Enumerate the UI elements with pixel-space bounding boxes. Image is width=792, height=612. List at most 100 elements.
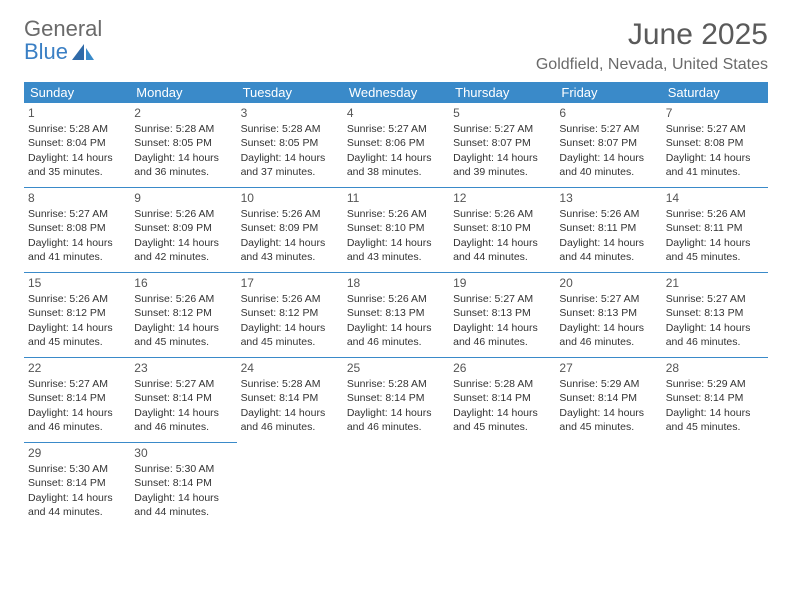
calendar-cell: 6Sunrise: 5:27 AMSunset: 8:07 PMDaylight… bbox=[555, 103, 661, 188]
day-header: Monday bbox=[130, 82, 236, 103]
logo: General Blue bbox=[24, 18, 102, 64]
sunset-text: Sunset: 8:09 PM bbox=[134, 221, 232, 235]
calendar-cell: 14Sunrise: 5:26 AMSunset: 8:11 PMDayligh… bbox=[662, 188, 768, 273]
calendar-cell: 7Sunrise: 5:27 AMSunset: 8:08 PMDaylight… bbox=[662, 103, 768, 188]
calendar-cell: 20Sunrise: 5:27 AMSunset: 8:13 PMDayligh… bbox=[555, 273, 661, 358]
day-number: 13 bbox=[559, 190, 657, 207]
day1-text: Daylight: 14 hours bbox=[559, 321, 657, 335]
day2-text: and 46 minutes. bbox=[666, 335, 764, 349]
sunrise-text: Sunrise: 5:26 AM bbox=[559, 207, 657, 221]
calendar-cell bbox=[662, 443, 768, 528]
sunset-text: Sunset: 8:12 PM bbox=[134, 306, 232, 320]
day2-text: and 45 minutes. bbox=[666, 420, 764, 434]
day1-text: Daylight: 14 hours bbox=[241, 321, 339, 335]
sunset-text: Sunset: 8:10 PM bbox=[453, 221, 551, 235]
day1-text: Daylight: 14 hours bbox=[134, 406, 232, 420]
calendar-body: 1Sunrise: 5:28 AMSunset: 8:04 PMDaylight… bbox=[24, 103, 768, 527]
day2-text: and 37 minutes. bbox=[241, 165, 339, 179]
sunset-text: Sunset: 8:14 PM bbox=[28, 476, 126, 490]
sunrise-text: Sunrise: 5:27 AM bbox=[347, 122, 445, 136]
day2-text: and 46 minutes. bbox=[134, 420, 232, 434]
calendar-cell: 15Sunrise: 5:26 AMSunset: 8:12 PMDayligh… bbox=[24, 273, 130, 358]
calendar-cell bbox=[343, 443, 449, 528]
day1-text: Daylight: 14 hours bbox=[453, 236, 551, 250]
sunrise-text: Sunrise: 5:28 AM bbox=[28, 122, 126, 136]
day-number: 21 bbox=[666, 275, 764, 292]
day-header: Sunday bbox=[24, 82, 130, 103]
calendar-cell: 12Sunrise: 5:26 AMSunset: 8:10 PMDayligh… bbox=[449, 188, 555, 273]
sunset-text: Sunset: 8:11 PM bbox=[559, 221, 657, 235]
day-header: Thursday bbox=[449, 82, 555, 103]
day1-text: Daylight: 14 hours bbox=[559, 236, 657, 250]
day-number: 23 bbox=[134, 360, 232, 377]
day-header-row: Sunday Monday Tuesday Wednesday Thursday… bbox=[24, 82, 768, 103]
calendar-cell: 2Sunrise: 5:28 AMSunset: 8:05 PMDaylight… bbox=[130, 103, 236, 188]
day1-text: Daylight: 14 hours bbox=[241, 236, 339, 250]
sunset-text: Sunset: 8:12 PM bbox=[28, 306, 126, 320]
calendar-cell bbox=[555, 443, 661, 528]
sunrise-text: Sunrise: 5:27 AM bbox=[28, 207, 126, 221]
sunrise-text: Sunrise: 5:28 AM bbox=[347, 377, 445, 391]
day2-text: and 45 minutes. bbox=[28, 335, 126, 349]
day1-text: Daylight: 14 hours bbox=[559, 406, 657, 420]
day2-text: and 41 minutes. bbox=[666, 165, 764, 179]
sunrise-text: Sunrise: 5:27 AM bbox=[453, 122, 551, 136]
calendar-table: Sunday Monday Tuesday Wednesday Thursday… bbox=[24, 82, 768, 527]
sunset-text: Sunset: 8:05 PM bbox=[134, 136, 232, 150]
day2-text: and 46 minutes. bbox=[28, 420, 126, 434]
day-number: 14 bbox=[666, 190, 764, 207]
day1-text: Daylight: 14 hours bbox=[134, 151, 232, 165]
calendar-cell: 24Sunrise: 5:28 AMSunset: 8:14 PMDayligh… bbox=[237, 358, 343, 443]
day2-text: and 40 minutes. bbox=[559, 165, 657, 179]
calendar-cell: 21Sunrise: 5:27 AMSunset: 8:13 PMDayligh… bbox=[662, 273, 768, 358]
day2-text: and 46 minutes. bbox=[453, 335, 551, 349]
day2-text: and 35 minutes. bbox=[28, 165, 126, 179]
day1-text: Daylight: 14 hours bbox=[347, 151, 445, 165]
sunset-text: Sunset: 8:14 PM bbox=[453, 391, 551, 405]
sunrise-text: Sunrise: 5:28 AM bbox=[241, 377, 339, 391]
sunset-text: Sunset: 8:13 PM bbox=[666, 306, 764, 320]
sunrise-text: Sunrise: 5:26 AM bbox=[666, 207, 764, 221]
sunset-text: Sunset: 8:13 PM bbox=[559, 306, 657, 320]
calendar-cell: 8Sunrise: 5:27 AMSunset: 8:08 PMDaylight… bbox=[24, 188, 130, 273]
day1-text: Daylight: 14 hours bbox=[666, 321, 764, 335]
day-number: 10 bbox=[241, 190, 339, 207]
day2-text: and 46 minutes. bbox=[347, 420, 445, 434]
day1-text: Daylight: 14 hours bbox=[134, 236, 232, 250]
day2-text: and 44 minutes. bbox=[28, 505, 126, 519]
day1-text: Daylight: 14 hours bbox=[666, 151, 764, 165]
sunset-text: Sunset: 8:08 PM bbox=[666, 136, 764, 150]
calendar-row: 8Sunrise: 5:27 AMSunset: 8:08 PMDaylight… bbox=[24, 188, 768, 273]
day1-text: Daylight: 14 hours bbox=[347, 321, 445, 335]
sunset-text: Sunset: 8:07 PM bbox=[559, 136, 657, 150]
sunset-text: Sunset: 8:14 PM bbox=[28, 391, 126, 405]
calendar-cell: 28Sunrise: 5:29 AMSunset: 8:14 PMDayligh… bbox=[662, 358, 768, 443]
calendar-cell: 10Sunrise: 5:26 AMSunset: 8:09 PMDayligh… bbox=[237, 188, 343, 273]
day2-text: and 45 minutes. bbox=[666, 250, 764, 264]
sunrise-text: Sunrise: 5:26 AM bbox=[134, 207, 232, 221]
sunset-text: Sunset: 8:11 PM bbox=[666, 221, 764, 235]
day2-text: and 42 minutes. bbox=[134, 250, 232, 264]
day-number: 7 bbox=[666, 105, 764, 122]
sunset-text: Sunset: 8:14 PM bbox=[134, 391, 232, 405]
calendar-cell: 3Sunrise: 5:28 AMSunset: 8:05 PMDaylight… bbox=[237, 103, 343, 188]
calendar-cell: 19Sunrise: 5:27 AMSunset: 8:13 PMDayligh… bbox=[449, 273, 555, 358]
day-number: 9 bbox=[134, 190, 232, 207]
day2-text: and 36 minutes. bbox=[134, 165, 232, 179]
calendar-cell bbox=[237, 443, 343, 528]
calendar-cell: 16Sunrise: 5:26 AMSunset: 8:12 PMDayligh… bbox=[130, 273, 236, 358]
day1-text: Daylight: 14 hours bbox=[28, 236, 126, 250]
day2-text: and 45 minutes. bbox=[241, 335, 339, 349]
calendar-cell: 30Sunrise: 5:30 AMSunset: 8:14 PMDayligh… bbox=[130, 443, 236, 528]
sunrise-text: Sunrise: 5:29 AM bbox=[666, 377, 764, 391]
day-number: 30 bbox=[134, 445, 232, 462]
day-number: 27 bbox=[559, 360, 657, 377]
day-number: 16 bbox=[134, 275, 232, 292]
day-number: 24 bbox=[241, 360, 339, 377]
sunrise-text: Sunrise: 5:26 AM bbox=[453, 207, 551, 221]
sunset-text: Sunset: 8:14 PM bbox=[666, 391, 764, 405]
day1-text: Daylight: 14 hours bbox=[666, 406, 764, 420]
calendar-cell: 29Sunrise: 5:30 AMSunset: 8:14 PMDayligh… bbox=[24, 443, 130, 528]
day1-text: Daylight: 14 hours bbox=[347, 406, 445, 420]
sunset-text: Sunset: 8:12 PM bbox=[241, 306, 339, 320]
